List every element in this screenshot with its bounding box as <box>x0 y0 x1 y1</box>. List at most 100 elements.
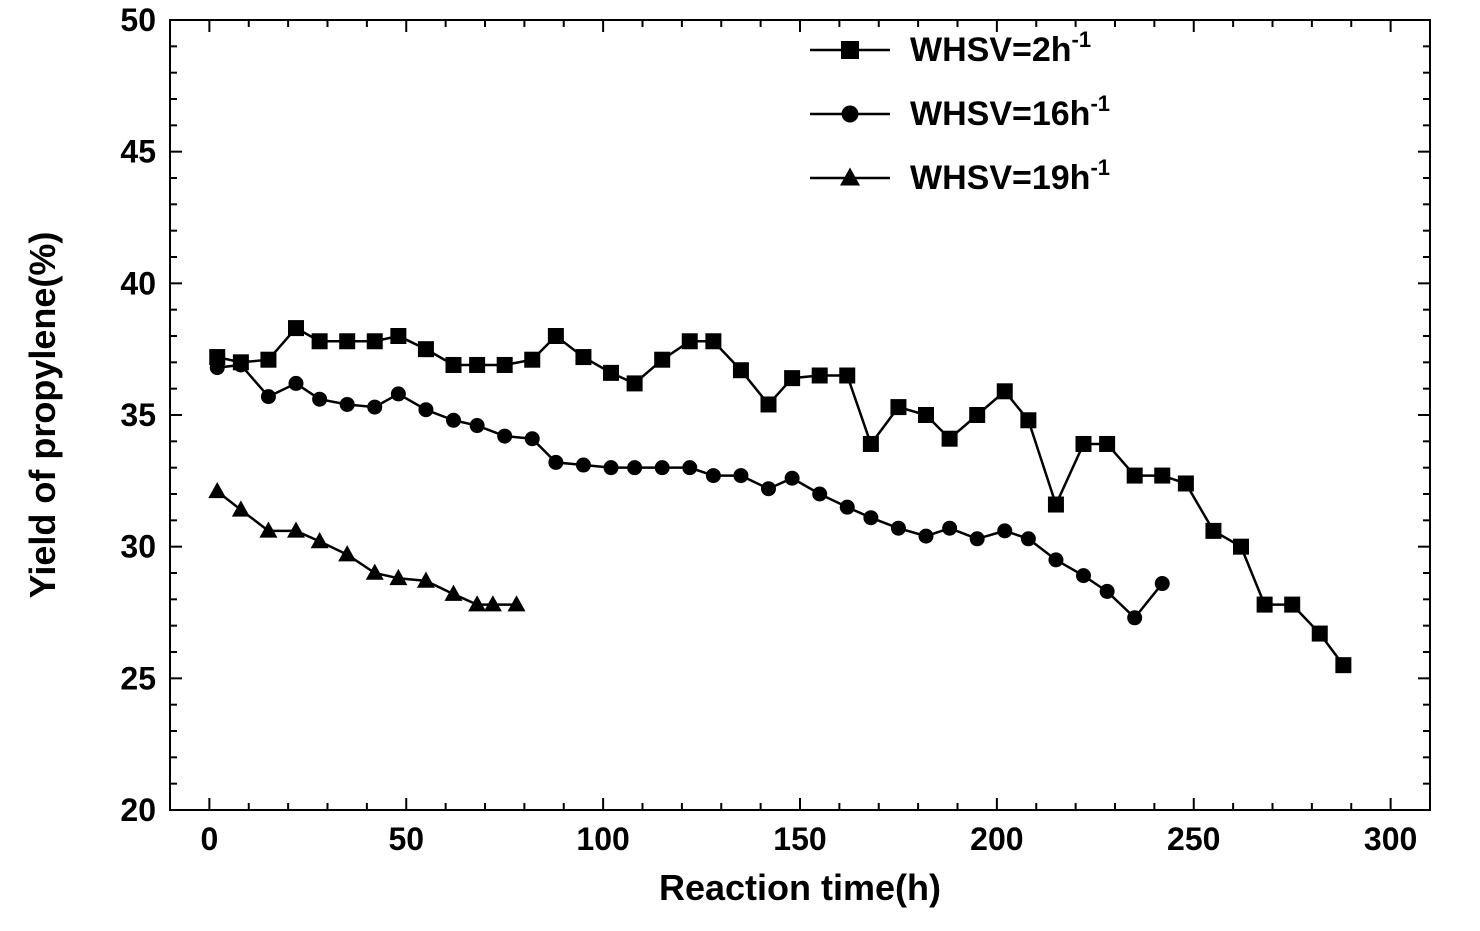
square-marker <box>627 375 643 391</box>
square-marker <box>524 352 540 368</box>
square-marker <box>682 333 698 349</box>
circle-marker <box>627 460 642 475</box>
circle-marker <box>418 402 433 417</box>
circle-marker <box>1127 610 1142 625</box>
y-tick-label: 40 <box>120 265 156 301</box>
circle-marker <box>604 460 619 475</box>
triangle-marker <box>259 521 277 537</box>
circle-marker <box>233 357 248 372</box>
circle-marker <box>289 376 304 391</box>
y-tick-label: 30 <box>120 529 156 565</box>
square-marker <box>312 333 328 349</box>
circle-marker <box>261 389 276 404</box>
circle-marker <box>1100 584 1115 599</box>
circle-marker <box>761 481 776 496</box>
circle-marker <box>1076 568 1091 583</box>
square-marker <box>918 407 934 423</box>
x-tick-label: 250 <box>1167 821 1220 857</box>
square-marker <box>1233 539 1249 555</box>
square-marker <box>260 352 276 368</box>
circle-marker <box>942 521 957 536</box>
circle-marker <box>391 386 406 401</box>
y-axis-title: Yield of propylene(%) <box>22 232 63 599</box>
square-marker <box>339 333 355 349</box>
square-marker <box>1335 657 1351 673</box>
legend-label: WHSV=2h-1 <box>910 27 1091 69</box>
legend-label: WHSV=16h-1 <box>910 91 1110 133</box>
triangle-marker <box>508 595 526 611</box>
chart-container: 05010015020025030020253035404550Reaction… <box>0 0 1480 931</box>
legend-entry: WHSV=16h-1 <box>810 91 1110 133</box>
circle-marker <box>997 523 1012 538</box>
square-marker <box>890 399 906 415</box>
square-marker <box>705 333 721 349</box>
triangle-marker <box>840 168 860 186</box>
circle-marker <box>970 531 985 546</box>
square-marker <box>1127 468 1143 484</box>
square-marker <box>575 349 591 365</box>
square-marker <box>1257 597 1273 613</box>
square-marker <box>1154 468 1170 484</box>
circle-marker <box>863 510 878 525</box>
circle-marker <box>842 106 859 123</box>
circle-marker <box>706 468 721 483</box>
square-marker <box>761 396 777 412</box>
series-1 <box>210 357 1170 625</box>
square-marker <box>497 357 513 373</box>
square-marker <box>784 370 800 386</box>
square-marker <box>1205 523 1221 539</box>
y-tick-label: 50 <box>120 2 156 38</box>
circle-marker <box>785 471 800 486</box>
square-marker <box>1284 597 1300 613</box>
circle-marker <box>576 458 591 473</box>
triangle-marker <box>311 532 329 548</box>
square-marker <box>1312 626 1328 642</box>
square-marker <box>841 41 859 59</box>
triangle-marker <box>208 482 226 498</box>
x-tick-label: 200 <box>970 821 1023 857</box>
plot-frame <box>170 20 1430 810</box>
y-tick-label: 20 <box>120 792 156 828</box>
circle-marker <box>210 360 225 375</box>
square-marker <box>469 357 485 373</box>
series-line <box>217 328 1343 665</box>
square-marker <box>1048 497 1064 513</box>
circle-marker <box>312 392 327 407</box>
square-marker <box>418 341 434 357</box>
square-marker <box>863 436 879 452</box>
square-marker <box>603 365 619 381</box>
legend-label: WHSV=19h-1 <box>910 155 1110 197</box>
triangle-marker <box>468 595 486 611</box>
square-marker <box>1076 436 1092 452</box>
x-tick-label: 100 <box>576 821 629 857</box>
square-marker <box>367 333 383 349</box>
y-tick-label: 35 <box>120 397 156 433</box>
series-2 <box>208 482 525 611</box>
triangle-marker <box>366 564 384 580</box>
square-marker <box>548 328 564 344</box>
square-marker <box>997 383 1013 399</box>
y-tick-label: 25 <box>120 660 156 696</box>
circle-marker <box>655 460 670 475</box>
legend-entry: WHSV=2h-1 <box>810 27 1091 69</box>
circle-marker <box>891 521 906 536</box>
circle-marker <box>470 418 485 433</box>
triangle-marker <box>445 585 463 601</box>
square-marker <box>733 362 749 378</box>
series-0 <box>209 320 1351 673</box>
series-line <box>217 365 1162 618</box>
circle-marker <box>548 455 563 470</box>
circle-marker <box>340 397 355 412</box>
triangle-marker <box>287 521 305 537</box>
x-tick-label: 0 <box>200 821 218 857</box>
triangle-marker <box>484 595 502 611</box>
chart-svg: 05010015020025030020253035404550Reaction… <box>0 0 1480 931</box>
circle-marker <box>497 429 512 444</box>
circle-marker <box>446 413 461 428</box>
y-tick-label: 45 <box>120 134 156 170</box>
circle-marker <box>1155 576 1170 591</box>
square-marker <box>446 357 462 373</box>
circle-marker <box>1021 531 1036 546</box>
circle-marker <box>733 468 748 483</box>
circle-marker <box>812 487 827 502</box>
